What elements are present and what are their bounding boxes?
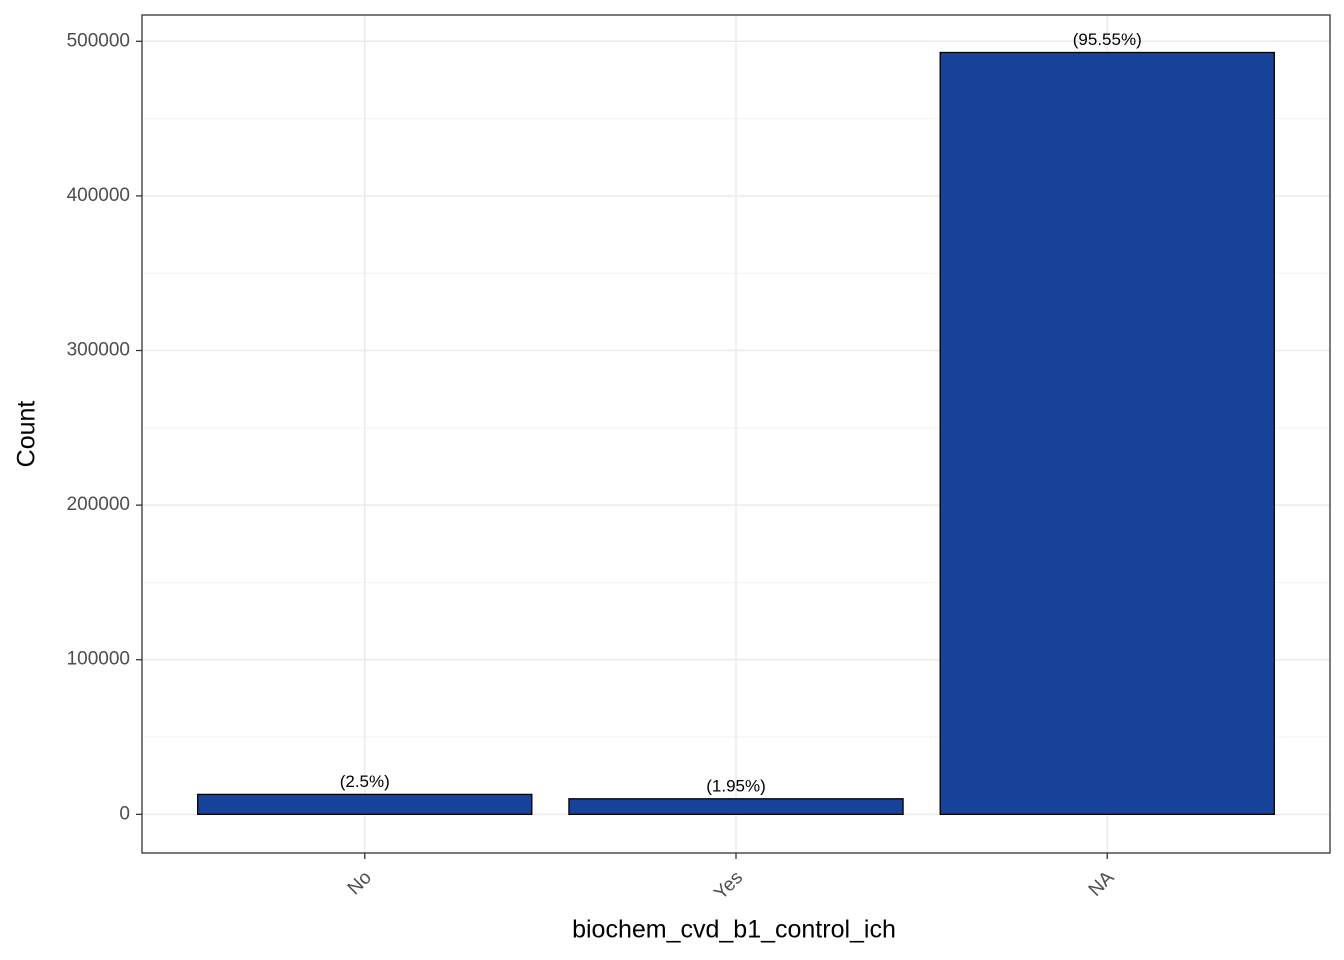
- bar-label: (1.95%): [706, 776, 766, 795]
- bar-label: (95.55%): [1073, 30, 1142, 49]
- y-tick-label: 200000: [67, 494, 130, 515]
- y-tick-label: 400000: [67, 185, 130, 206]
- y-tick-label: 100000: [67, 649, 130, 670]
- y-tick-label: 500000: [67, 30, 130, 51]
- bar: [939, 51, 1275, 815]
- bar: [568, 798, 904, 815]
- bar: [197, 793, 533, 815]
- x-axis-title: biochem_cvd_b1_control_ich: [572, 916, 896, 944]
- bar-label: (2.5%): [340, 772, 390, 791]
- plot-border: [141, 14, 1331, 854]
- y-tick-label: 300000: [67, 340, 130, 361]
- y-axis-title: Count: [13, 401, 41, 468]
- y-tick-label: 0: [119, 803, 130, 824]
